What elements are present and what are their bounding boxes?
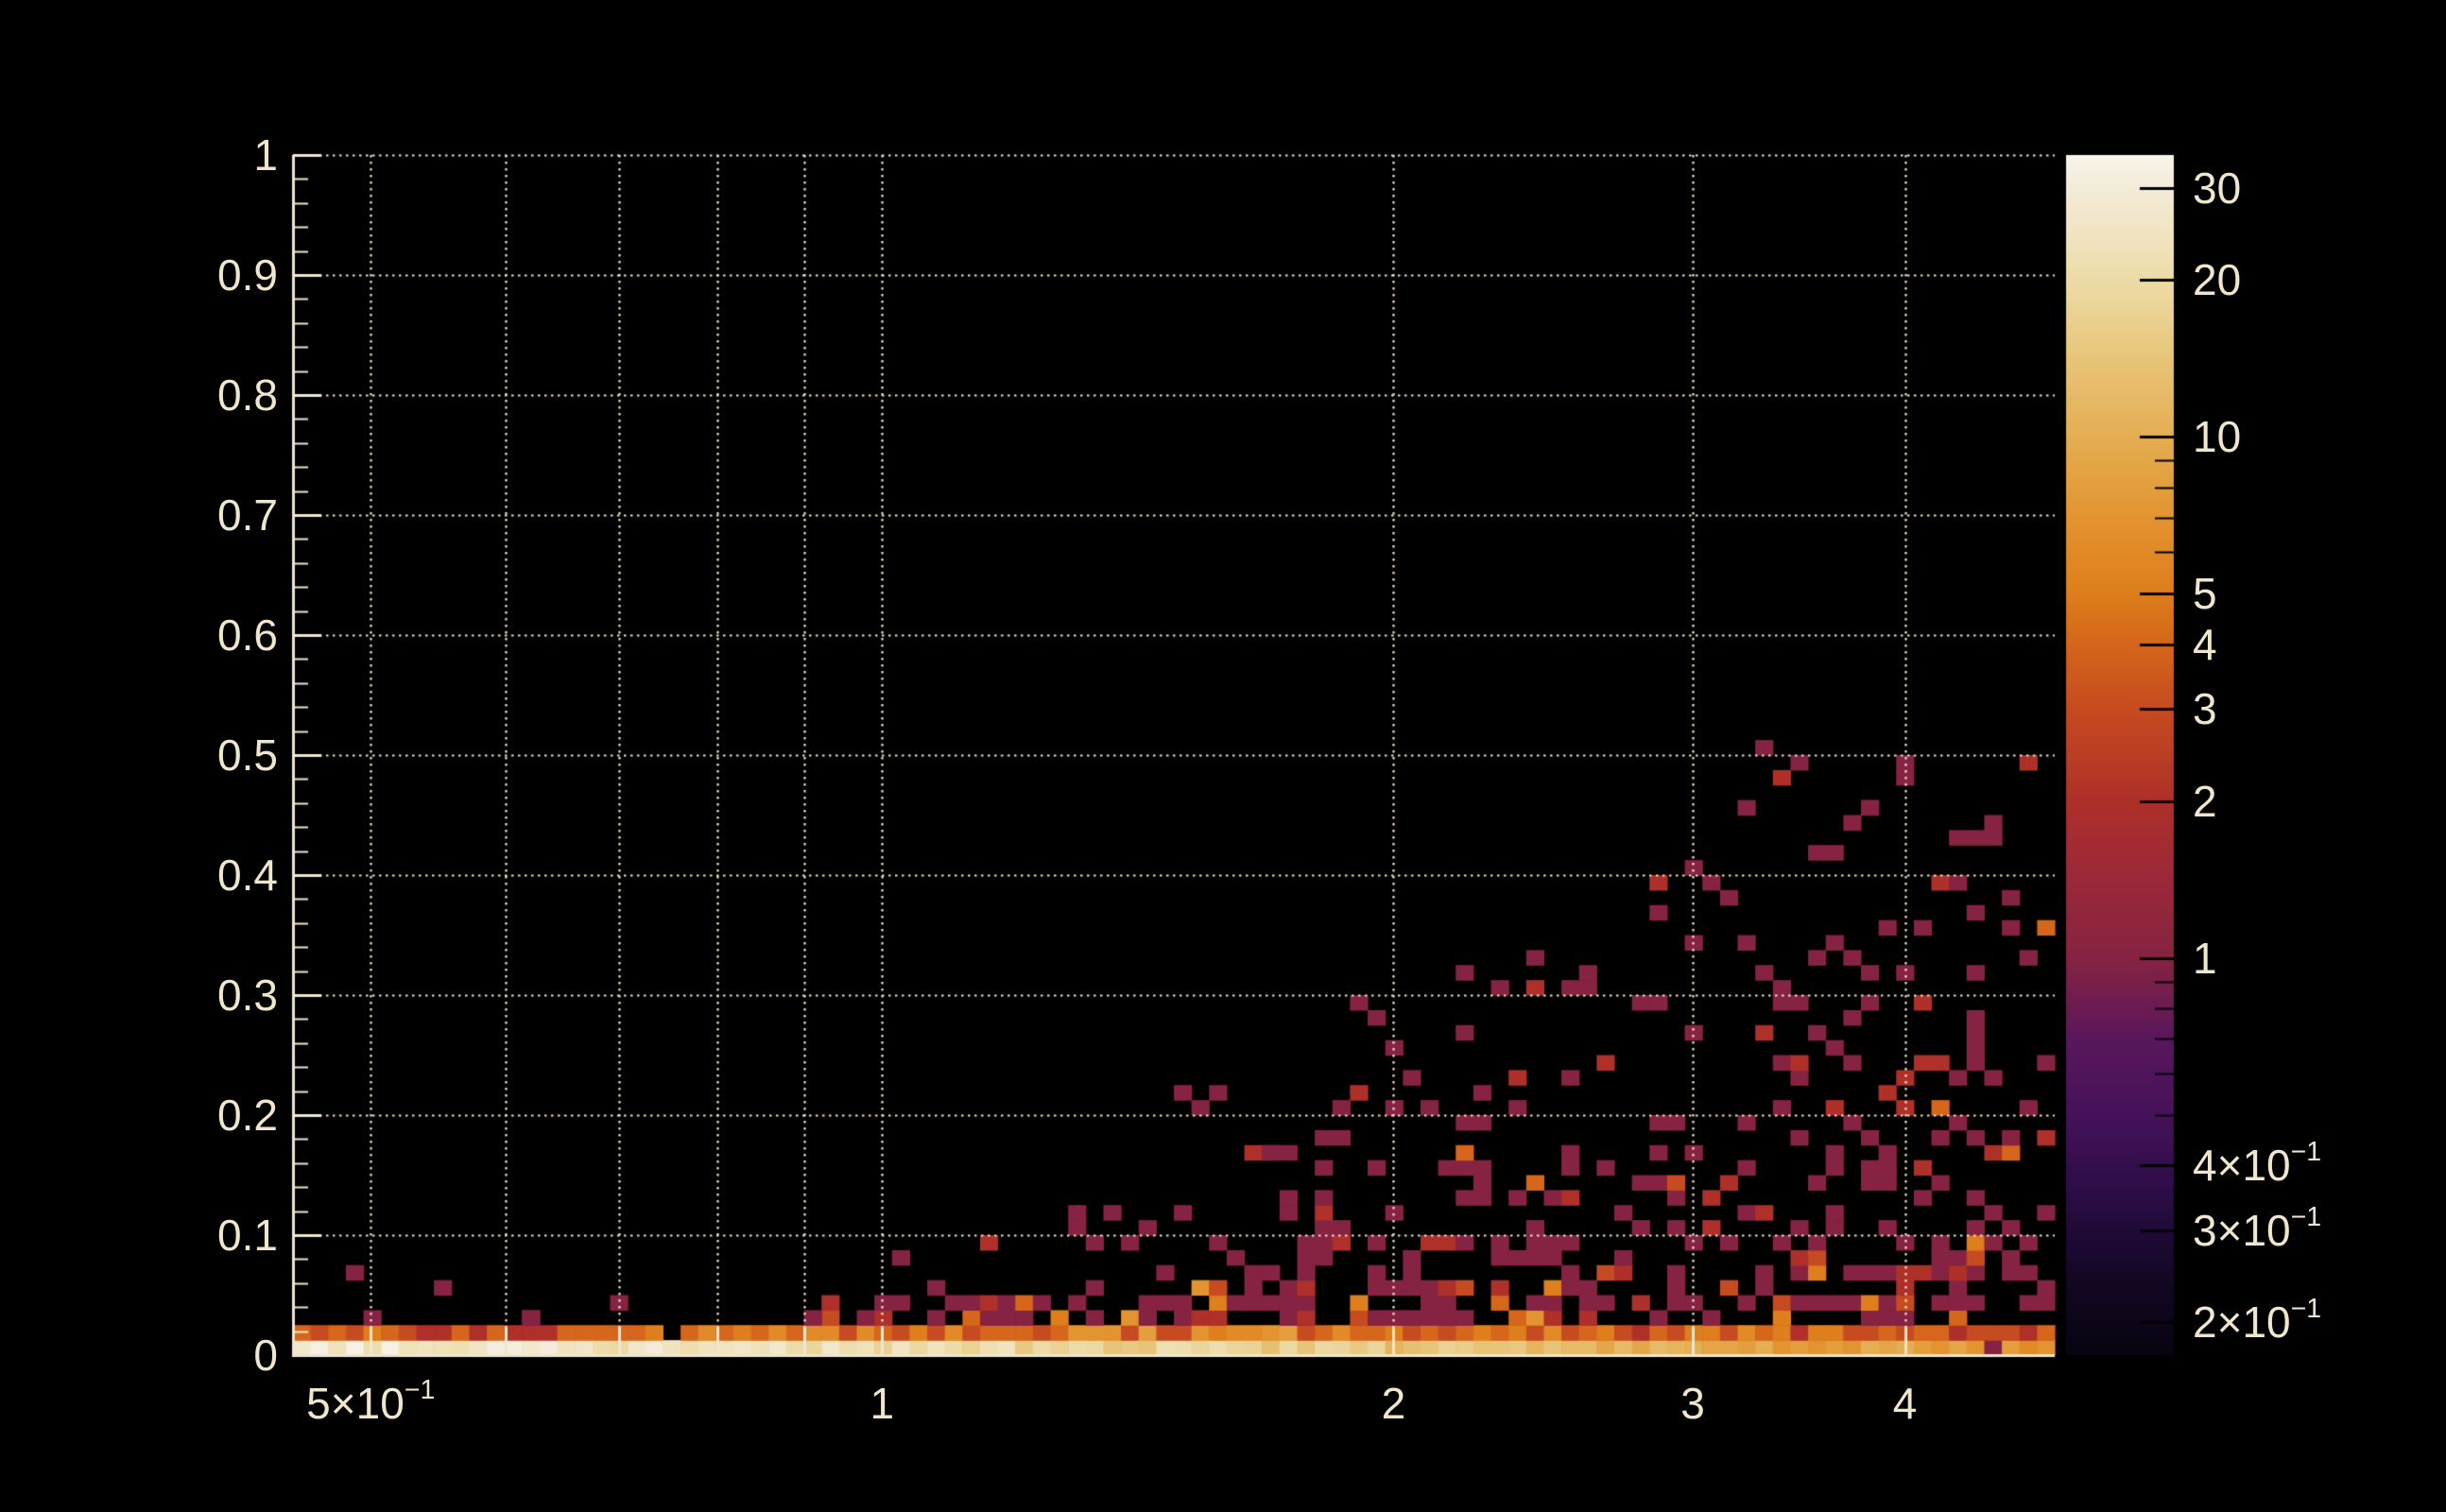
y-tick-label: 0.9 [217,250,278,300]
y-tick-label: 1 [253,130,278,180]
colorbar-tick-label: 30 [2193,163,2242,213]
x-tick-label: 4 [1892,1379,1918,1428]
colorbar-tick-label: 5 [2193,569,2217,619]
y-tick-label: 0 [253,1331,278,1380]
colorbar-tick-label: 4×10−1 [2193,1136,2322,1191]
x-tick-label: 1 [870,1379,895,1428]
y-tick-label: 0.3 [217,971,278,1020]
y-tick-label: 0.4 [217,850,278,900]
colorbar-tick-label: 2×10−1 [2193,1293,2322,1348]
y-tick-label: 0.6 [217,610,278,660]
colorbar-tick-label: 20 [2193,255,2242,304]
colorbar-tick-label: 10 [2193,412,2242,462]
y-tick-label: 0.7 [217,490,278,540]
y-tick-label: 0.2 [217,1091,278,1140]
x-tick-label: 5×10−1 [306,1374,436,1428]
y-tick-label: 0.8 [217,370,278,420]
x-tick-label: 3 [1680,1379,1705,1428]
colorbar-tick-label: 1 [2193,933,2217,983]
colorbar-tick-label: 4 [2193,619,2217,669]
colorbar-tick-label: 3×10−1 [2193,1201,2322,1256]
y-tick-label: 0.5 [217,730,278,780]
colorbar-tick-label: 2 [2193,776,2217,826]
colorbar-tick-label: 3 [2193,684,2217,734]
x-tick-label: 2 [1381,1379,1406,1428]
y-tick-label: 0.1 [217,1211,278,1260]
